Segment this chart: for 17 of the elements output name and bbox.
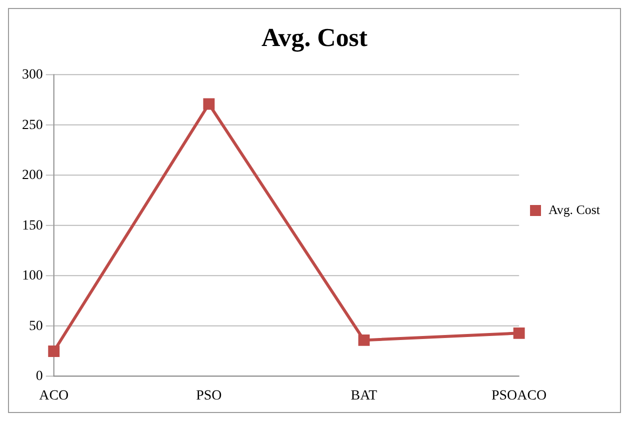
x-tick-label: ACO <box>39 388 69 404</box>
chart-title: Avg. Cost <box>262 23 368 52</box>
point <box>203 98 215 110</box>
point <box>358 334 370 346</box>
x-tick-label: BAT <box>350 388 378 404</box>
y-tick-label: 50 <box>28 318 43 334</box>
point <box>48 346 60 357</box>
x-tick-label: PSO <box>196 388 222 404</box>
y-tick-label: 0 <box>36 369 43 384</box>
y-tick-label: 300 <box>22 68 43 83</box>
y-tick-label: 150 <box>22 218 43 234</box>
y-tick-label: 100 <box>22 268 43 284</box>
y-tick-label: 200 <box>22 168 43 184</box>
y-tick-label: 250 <box>22 118 43 133</box>
x-tick-label: PSOACO <box>492 388 547 404</box>
point <box>513 327 525 339</box>
legend-label: Avg. Cost <box>548 202 600 217</box>
